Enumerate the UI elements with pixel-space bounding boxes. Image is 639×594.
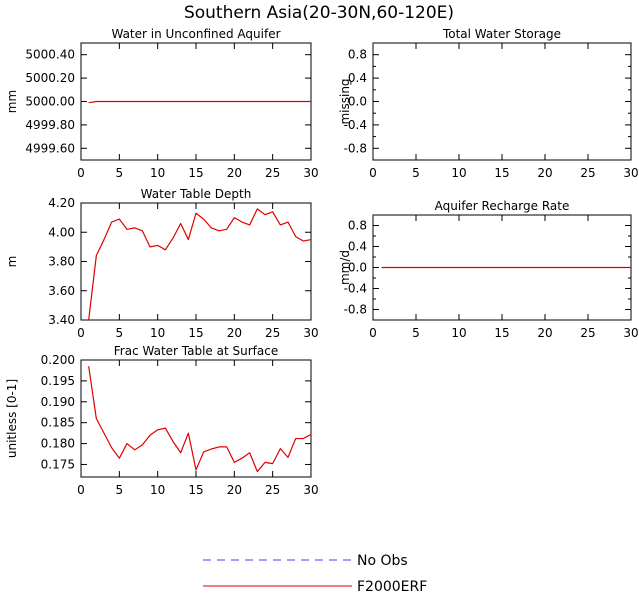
x-tick-label: 10 xyxy=(451,326,466,340)
chart-panel-4: Aquifer Recharge Rate mm/d 0 5 10 15 20 25 30 0.8… xyxy=(338,199,639,340)
x-tick-label: 10 xyxy=(150,166,165,180)
x-tick-label: 10 xyxy=(150,483,165,497)
y-tick-label: 0.190 xyxy=(41,395,75,409)
panel-title: Aquifer Recharge Rate xyxy=(435,199,570,213)
x-tick-label: 5 xyxy=(412,326,420,340)
y-tick-label: 0.4 xyxy=(348,71,367,85)
x-tick-label: 15 xyxy=(494,166,509,180)
y-tick-label: 4.00 xyxy=(48,225,75,239)
series-line-f2000erf xyxy=(88,208,312,321)
y-tick-label: -0.4 xyxy=(344,118,367,132)
x-tick-label: 20 xyxy=(227,326,242,340)
x-tick-label: 30 xyxy=(623,166,638,180)
chart-panel-3: Water Table Depth m 0 5 10 15 20 25 30 4.20 4.00 3.… xyxy=(5,187,319,340)
x-tick-label: 0 xyxy=(369,166,377,180)
y-tick-label: -0.8 xyxy=(344,141,367,155)
y-tick-label: 0.175 xyxy=(41,457,75,471)
x-tick-label: 5 xyxy=(116,326,124,340)
x-tick-label: 15 xyxy=(188,326,203,340)
y-axis-label: m xyxy=(5,256,19,268)
x-tick-label: 30 xyxy=(303,326,318,340)
x-tick-label: 30 xyxy=(303,166,318,180)
y-tick-label: 0.0 xyxy=(348,95,367,109)
x-tick-label: 20 xyxy=(537,166,552,180)
x-tick-label: 15 xyxy=(188,166,203,180)
x-tick-label: 30 xyxy=(303,483,318,497)
x-tick-label: 25 xyxy=(265,483,280,497)
panel-title: Total Water Storage xyxy=(442,27,561,41)
plot-frame xyxy=(372,42,632,161)
y-axis-label: mm xyxy=(5,90,19,113)
panels-group: Water in Unconfined Aquifer mm 0 5 10 15 20 25 3… xyxy=(5,27,639,497)
y-tick-label: 5000.20 xyxy=(25,71,75,85)
chart-panel-2: Total Water Storage missing 0 5 10 15 20 25 30 0.… xyxy=(338,27,639,180)
x-tick-label: 25 xyxy=(580,166,595,180)
panel-title: Water in Unconfined Aquifer xyxy=(111,27,280,41)
chart-panel-5: Frac Water Table at Surface unitless [0-1… xyxy=(5,344,319,497)
y-tick-label: 5000.00 xyxy=(25,95,75,109)
y-tick-label: 0.185 xyxy=(41,416,75,430)
x-tick-label: 0 xyxy=(77,483,85,497)
x-tick-label: 15 xyxy=(494,326,509,340)
y-tick-label: 0.4 xyxy=(348,240,367,254)
x-tick-label: 0 xyxy=(77,166,85,180)
series-line-f2000erf xyxy=(88,366,312,473)
y-axis-label: missing xyxy=(338,78,352,124)
y-tick-label: 5000.40 xyxy=(25,48,75,62)
y-axis-label: unitless [0-1] xyxy=(5,379,19,458)
x-tick-label: 25 xyxy=(265,326,280,340)
x-tick-label: 0 xyxy=(77,326,85,340)
y-tick-label: -0.8 xyxy=(344,303,367,317)
y-tick-label: 3.40 xyxy=(48,313,75,327)
x-tick-label: 5 xyxy=(116,483,124,497)
y-tick-label: -0.4 xyxy=(344,282,367,296)
y-tick-label: 3.60 xyxy=(48,284,75,298)
panel-title: Water Table Depth xyxy=(141,187,252,201)
legend: No Obs F2000ERF xyxy=(203,553,427,594)
x-tick-label: 0 xyxy=(369,326,377,340)
x-tick-label: 10 xyxy=(150,326,165,340)
y-tick-label: 0.195 xyxy=(41,374,75,388)
figure-title: Southern Asia(20-30N,60-120E) xyxy=(184,3,454,23)
x-tick-label: 25 xyxy=(265,166,280,180)
x-tick-label: 5 xyxy=(412,166,420,180)
legend-obs-label: No Obs xyxy=(357,553,408,569)
y-axis-label: mm/d xyxy=(338,250,352,285)
y-tick-label: 0.0 xyxy=(348,261,367,275)
y-tick-label: 4999.60 xyxy=(25,141,75,155)
panel-title: Frac Water Table at Surface xyxy=(114,344,278,358)
y-tick-label: 0.180 xyxy=(41,437,75,451)
y-tick-label: 4.20 xyxy=(48,196,75,210)
series-line-f2000erf xyxy=(88,100,311,104)
x-tick-label: 25 xyxy=(580,326,595,340)
plot-frame xyxy=(80,359,312,478)
x-tick-label: 20 xyxy=(227,483,242,497)
x-tick-label: 15 xyxy=(188,483,203,497)
y-tick-label: 0.8 xyxy=(348,219,367,233)
y-tick-label: 0.8 xyxy=(348,48,367,62)
x-tick-label: 20 xyxy=(227,166,242,180)
y-tick-label: 3.80 xyxy=(48,255,75,269)
legend-model-label: F2000ERF xyxy=(357,579,427,594)
chart-panel-1: Water in Unconfined Aquifer mm 0 5 10 15 20 25 3… xyxy=(5,27,319,180)
y-tick-label: 0.200 xyxy=(41,353,75,367)
y-tick-label: 4999.80 xyxy=(25,118,75,132)
x-tick-label: 20 xyxy=(537,326,552,340)
x-tick-label: 10 xyxy=(451,166,466,180)
x-tick-label: 5 xyxy=(116,166,124,180)
x-tick-label: 30 xyxy=(623,326,638,340)
